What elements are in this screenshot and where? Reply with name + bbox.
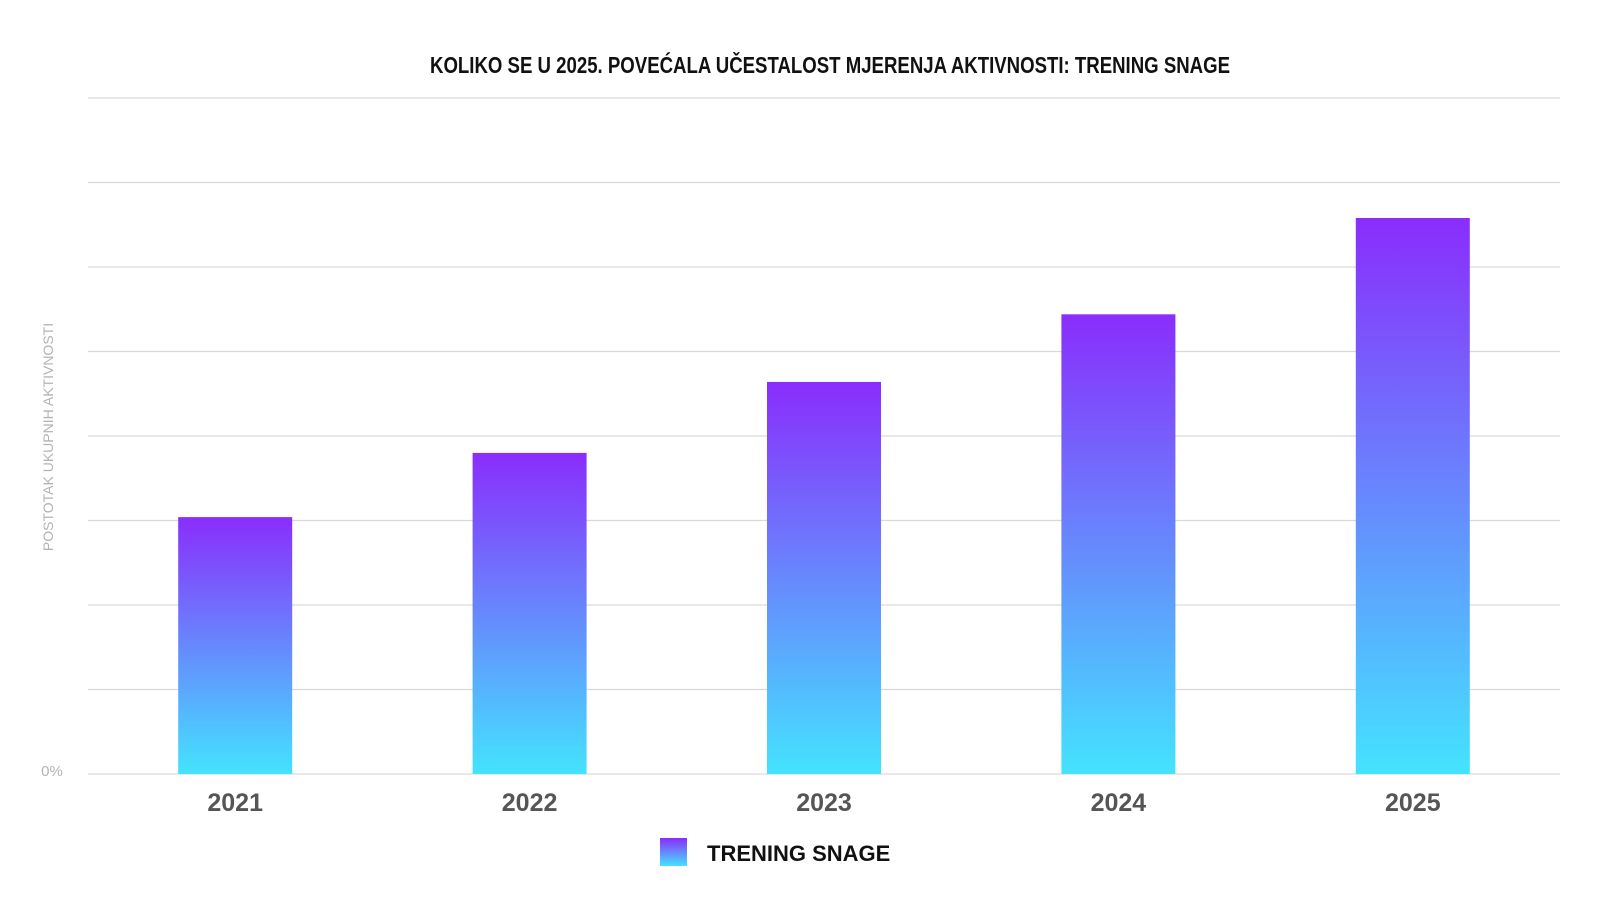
bar-2021 <box>178 517 293 774</box>
bar-2023 <box>767 381 881 774</box>
chart-title: KOLIKO SE U 2025. POVEĆALA UČESTALOST MJ… <box>430 51 1230 78</box>
y-tick-label-0: 0% <box>41 763 63 780</box>
bar-2024 <box>1061 314 1176 774</box>
x-tick-label-2024: 2024 <box>1091 789 1147 817</box>
x-tick-label-2021: 2021 <box>207 789 263 817</box>
x-tick-labels: 2021 2022 2023 2024 2025 <box>207 789 1440 817</box>
y-axis-label: POSTOTAK UKUPNIH AKTIVNOSTI <box>40 323 56 551</box>
x-tick-label-2023: 2023 <box>796 789 852 817</box>
legend-label: TRENING SNAGE <box>707 841 890 866</box>
bar-2022 <box>472 452 587 774</box>
x-tick-label-2022: 2022 <box>502 789 558 817</box>
legend: TRENING SNAGE <box>660 838 890 866</box>
bar-2025 <box>1355 217 1470 775</box>
bars <box>178 217 1470 775</box>
legend-swatch <box>660 838 687 866</box>
x-tick-label-2025: 2025 <box>1385 789 1441 817</box>
